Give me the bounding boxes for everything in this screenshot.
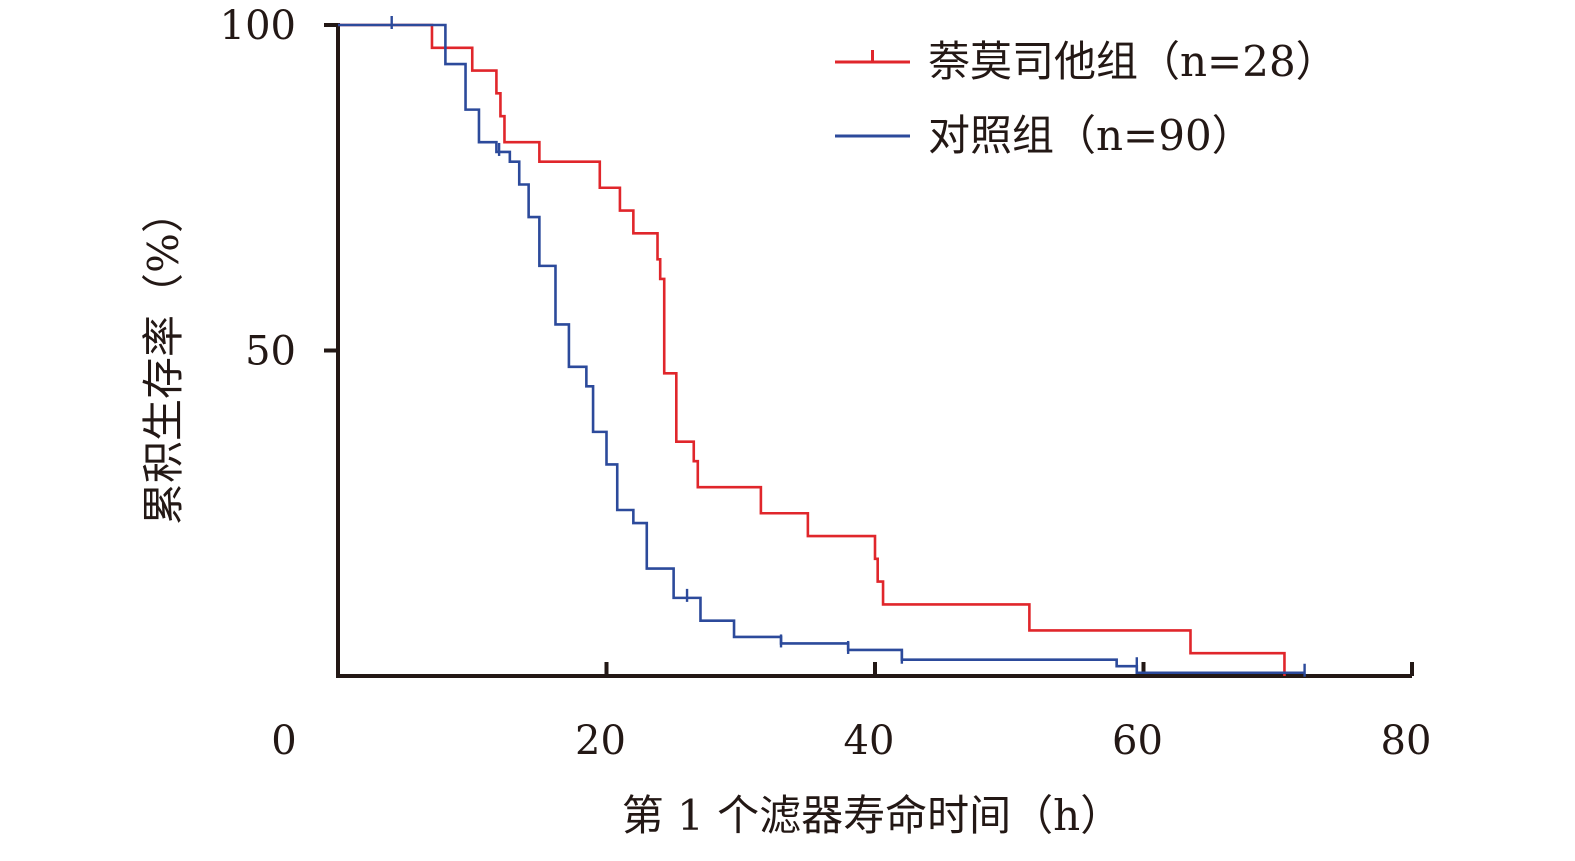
series-2	[338, 16, 1306, 677]
x-tick-label-80: 80	[1381, 718, 1432, 764]
series-layer	[338, 16, 1306, 677]
y-axis-title: 累积生存率（%）	[139, 191, 188, 525]
legend-item-2: 对照组（n=90）	[835, 111, 1254, 160]
y-tick-label-100: 100	[220, 3, 296, 49]
legend-label-1: 萘莫司他组（n=28）	[928, 37, 1338, 86]
y-tick-label-50: 50	[245, 329, 296, 375]
x-tick-label-60: 60	[1112, 718, 1163, 764]
x-tick-label-20: 20	[575, 718, 626, 764]
x-axis-title: 第 1 个滤器寿命时间（h）	[622, 791, 1122, 840]
x-tick-label-40: 40	[844, 718, 895, 764]
axes: 50 100 20 40 60 80 0 第 1 个滤器寿命时间（h） 累积生存率（%）	[139, 3, 1431, 840]
legend-label-2: 对照组（n=90）	[928, 111, 1254, 160]
series-1	[338, 23, 1286, 676]
legend-item-1: 萘莫司他组（n=28）	[835, 37, 1338, 86]
series-line-1	[338, 23, 1286, 676]
x-origin-label: 0	[271, 718, 296, 764]
legend: 萘莫司他组（n=28） 对照组（n=90）	[835, 37, 1338, 160]
